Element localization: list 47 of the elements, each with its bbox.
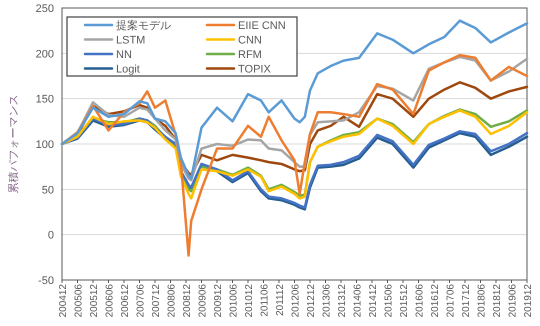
legend-label: CNN	[238, 34, 262, 46]
y-tick-label: 250	[36, 3, 54, 15]
x-tick-label: 201606	[414, 284, 426, 318]
x-tick-label: 200606	[104, 284, 116, 318]
legend-label: TOPIX	[238, 64, 272, 76]
legend-label: 提案モデル	[116, 19, 171, 32]
x-tick-label: 200806	[166, 284, 178, 318]
x-tick-label: 201612	[430, 284, 441, 318]
legend-label: Logit	[116, 64, 140, 76]
legend-label: EIIE CNN	[238, 20, 286, 32]
x-tick-label: 201212	[306, 284, 317, 318]
x-tick-label: 200512	[89, 284, 100, 318]
x-tick-label: 201112	[275, 284, 286, 316]
y-tick-label: 200	[36, 48, 54, 60]
y-tick-label: 0	[48, 230, 54, 242]
y-tick-label: -50	[38, 275, 54, 287]
x-tick-label: 201906	[508, 284, 518, 318]
x-tick-label: 200506	[74, 284, 84, 318]
legend-label: LSTM	[116, 34, 146, 46]
x-tick-label: 200612	[120, 284, 131, 318]
x-tick-label: 201706	[446, 284, 456, 318]
x-tick-label: 200912	[213, 284, 224, 318]
x-tick-label: 201306	[322, 284, 332, 318]
x-tick-label: 201912	[523, 284, 534, 318]
x-tick-label: 201006	[228, 284, 240, 318]
y-axis-title: 累積パフォーマンス	[8, 94, 20, 194]
x-tick-label: 201812	[492, 284, 503, 318]
x-tick-label: 201806	[476, 284, 488, 318]
x-tick-label: 200412	[58, 284, 69, 318]
x-tick-label: 200712	[151, 284, 162, 318]
x-tick-label: 201506	[384, 284, 394, 318]
x-tick-label: 201406	[352, 284, 364, 318]
legend-label: NN	[116, 49, 132, 61]
x-tick-label: 200812	[182, 284, 193, 318]
x-tick-label: 201012	[244, 284, 255, 318]
y-tick-label: 50	[42, 184, 54, 196]
x-tick-label: 201106	[260, 284, 270, 317]
x-tick-label: 201512	[399, 284, 410, 318]
y-tick-label: 150	[36, 94, 54, 106]
y-tick-label: 100	[36, 139, 54, 151]
x-tick-label: 201312	[337, 284, 348, 318]
x-tick-label: 200706	[136, 284, 146, 318]
x-tick-label: 201206	[290, 284, 302, 318]
legend-label: RFM	[238, 49, 262, 61]
x-tick-label: 201712	[461, 284, 472, 318]
x-tick-label: 201412	[368, 284, 379, 318]
x-tick-label: 200906	[198, 284, 208, 318]
